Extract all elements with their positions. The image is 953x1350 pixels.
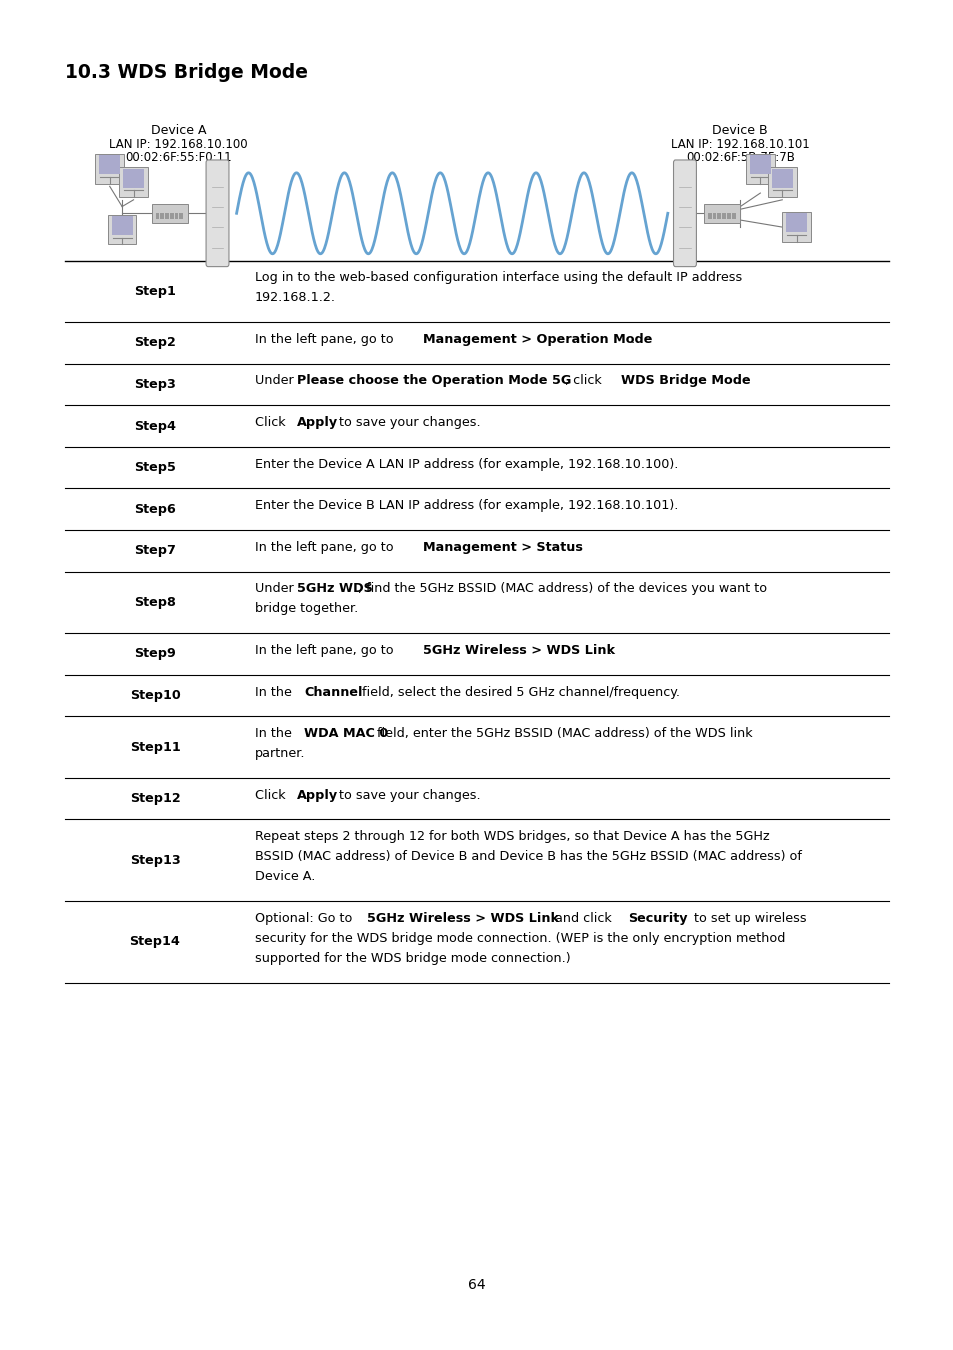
Bar (112, 216, 132, 235)
Text: 64: 64 (468, 1278, 485, 1292)
Text: Device A: Device A (151, 124, 206, 138)
Text: Step2: Step2 (134, 336, 175, 350)
Text: security for the WDS bridge mode connection. (WEP is the only encryption method: security for the WDS bridge mode connect… (254, 931, 784, 945)
Text: field, select the desired 5 GHz channel/frequency.: field, select the desired 5 GHz channel/… (357, 686, 679, 698)
Text: Channel: Channel (304, 686, 362, 698)
Bar (160, 213, 164, 219)
Bar (95, 154, 124, 184)
Text: Click: Click (254, 788, 289, 802)
Bar (767, 167, 796, 197)
Text: .: . (736, 374, 740, 387)
Text: Step6: Step6 (134, 502, 175, 516)
Text: Step5: Step5 (134, 462, 175, 474)
Text: .: . (568, 541, 573, 554)
FancyBboxPatch shape (206, 161, 229, 267)
Bar (174, 213, 178, 219)
Bar (731, 213, 735, 219)
Text: Under: Under (254, 374, 297, 387)
Text: Enter the Device B LAN IP address (for example, 192.168.10.101).: Enter the Device B LAN IP address (for e… (254, 500, 678, 512)
Text: Repeat steps 2 through 12 for both WDS bridges, so that Device A has the 5GHz: Repeat steps 2 through 12 for both WDS b… (254, 830, 768, 844)
Text: LAN IP: 192.168.10.101: LAN IP: 192.168.10.101 (670, 138, 809, 151)
Text: Step12: Step12 (130, 792, 180, 805)
Text: In the: In the (254, 686, 295, 698)
Text: In the left pane, go to: In the left pane, go to (254, 541, 397, 554)
Bar (123, 169, 144, 188)
Bar (152, 204, 188, 223)
Text: Management > Status: Management > Status (423, 541, 582, 554)
Text: Step11: Step11 (130, 741, 180, 753)
Text: LAN IP: 192.168.10.100: LAN IP: 192.168.10.100 (109, 138, 248, 151)
Text: 5GHz Wireless > WDS Link: 5GHz Wireless > WDS Link (423, 644, 615, 657)
FancyBboxPatch shape (673, 161, 696, 267)
Text: Please choose the Operation Mode 5G: Please choose the Operation Mode 5G (296, 374, 571, 387)
Text: Step14: Step14 (130, 936, 180, 948)
Bar (703, 204, 740, 223)
Text: 00:02:6F:55:F0:11: 00:02:6F:55:F0:11 (125, 151, 232, 165)
Text: Apply: Apply (296, 788, 337, 802)
Text: Apply: Apply (296, 416, 337, 429)
Bar (771, 169, 792, 188)
Bar (170, 213, 173, 219)
Text: to save your changes.: to save your changes. (335, 416, 480, 429)
Text: Management > Operation Mode: Management > Operation Mode (423, 333, 652, 346)
Text: Security: Security (628, 911, 687, 925)
Text: Step13: Step13 (130, 853, 180, 867)
Text: 5GHz Wireless > WDS Link: 5GHz Wireless > WDS Link (367, 911, 558, 925)
Text: Enter the Device A LAN IP address (for example, 192.168.10.100).: Enter the Device A LAN IP address (for e… (254, 458, 678, 471)
Bar (155, 213, 159, 219)
Text: 5GHz WDS: 5GHz WDS (296, 582, 373, 595)
Text: WDA MAC 0: WDA MAC 0 (304, 728, 388, 740)
Bar (717, 213, 720, 219)
Text: Step1: Step1 (134, 285, 175, 298)
Text: Step7: Step7 (134, 544, 175, 558)
Text: Step8: Step8 (134, 595, 175, 609)
Text: to set up wireless: to set up wireless (689, 911, 805, 925)
Bar (785, 213, 806, 232)
Text: , click: , click (564, 374, 605, 387)
Text: In the: In the (254, 728, 295, 740)
Text: In the left pane, go to: In the left pane, go to (254, 333, 397, 346)
Text: 192.168.1.2.: 192.168.1.2. (254, 292, 335, 304)
Text: 10.3 WDS Bridge Mode: 10.3 WDS Bridge Mode (65, 63, 308, 82)
Bar (707, 213, 711, 219)
Bar (108, 215, 136, 244)
Text: Log in to the web-based configuration interface using the default IP address: Log in to the web-based configuration in… (254, 271, 741, 285)
Text: In the left pane, go to: In the left pane, go to (254, 644, 397, 657)
Bar (745, 154, 774, 184)
Bar (749, 155, 770, 174)
Text: Step9: Step9 (134, 648, 175, 660)
Bar (119, 167, 148, 197)
Text: Device B: Device B (712, 124, 767, 138)
Text: .: . (607, 644, 611, 657)
Text: Click: Click (254, 416, 289, 429)
Bar (721, 213, 725, 219)
Text: partner.: partner. (254, 747, 305, 760)
Bar (165, 213, 169, 219)
Text: Device A.: Device A. (254, 871, 314, 883)
Bar (179, 213, 183, 219)
Text: to save your changes.: to save your changes. (335, 788, 480, 802)
Text: Step3: Step3 (134, 378, 175, 392)
Text: Optional: Go to: Optional: Go to (254, 911, 355, 925)
Bar (726, 213, 730, 219)
Text: bridge together.: bridge together. (254, 602, 357, 616)
Bar (99, 155, 120, 174)
Text: , find the 5GHz BSSID (MAC address) of the devices you want to: , find the 5GHz BSSID (MAC address) of t… (357, 582, 766, 595)
Text: WDS Bridge Mode: WDS Bridge Mode (620, 374, 750, 387)
Text: Under: Under (254, 582, 297, 595)
Text: field, enter the 5GHz BSSID (MAC address) of the WDS link: field, enter the 5GHz BSSID (MAC address… (373, 728, 752, 740)
Text: .: . (630, 333, 634, 346)
Text: Step4: Step4 (133, 420, 176, 432)
Text: 00:02:6F:5B:75:7B: 00:02:6F:5B:75:7B (685, 151, 794, 165)
Text: BSSID (MAC address) of Device B and Device B has the 5GHz BSSID (MAC address) of: BSSID (MAC address) of Device B and Devi… (254, 850, 801, 863)
Text: supported for the WDS bridge mode connection.): supported for the WDS bridge mode connec… (254, 952, 570, 965)
Text: and click: and click (551, 911, 616, 925)
Text: Step10: Step10 (130, 688, 180, 702)
Bar (712, 213, 716, 219)
Bar (781, 212, 810, 242)
